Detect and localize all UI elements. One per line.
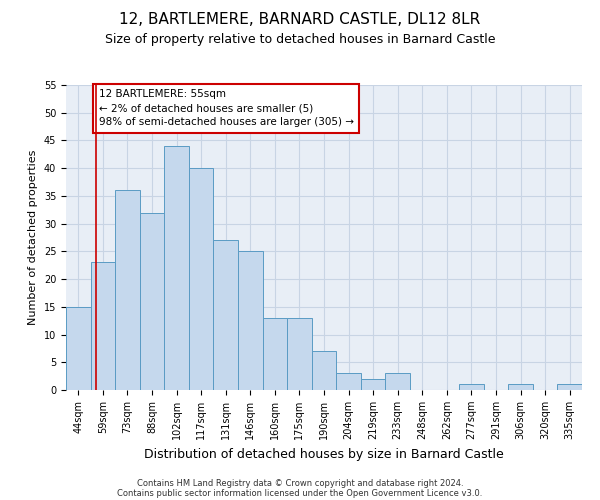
Bar [459, 384, 484, 390]
Bar [312, 351, 336, 390]
Bar [115, 190, 140, 390]
Bar [336, 374, 361, 390]
Bar [287, 318, 312, 390]
Bar [557, 384, 582, 390]
Bar [91, 262, 115, 390]
Bar [508, 384, 533, 390]
Text: Contains public sector information licensed under the Open Government Licence v3: Contains public sector information licen… [118, 488, 482, 498]
Bar [385, 374, 410, 390]
X-axis label: Distribution of detached houses by size in Barnard Castle: Distribution of detached houses by size … [144, 448, 504, 460]
Text: 12, BARTLEMERE, BARNARD CASTLE, DL12 8LR: 12, BARTLEMERE, BARNARD CASTLE, DL12 8LR [119, 12, 481, 28]
Text: 12 BARTLEMERE: 55sqm
← 2% of detached houses are smaller (5)
98% of semi-detache: 12 BARTLEMERE: 55sqm ← 2% of detached ho… [98, 90, 353, 128]
Text: Size of property relative to detached houses in Barnard Castle: Size of property relative to detached ho… [105, 32, 495, 46]
Bar [263, 318, 287, 390]
Bar [140, 212, 164, 390]
Bar [66, 307, 91, 390]
Y-axis label: Number of detached properties: Number of detached properties [28, 150, 38, 325]
Bar [164, 146, 189, 390]
Bar [214, 240, 238, 390]
Text: Contains HM Land Registry data © Crown copyright and database right 2024.: Contains HM Land Registry data © Crown c… [137, 478, 463, 488]
Bar [361, 379, 385, 390]
Bar [189, 168, 214, 390]
Bar [238, 252, 263, 390]
